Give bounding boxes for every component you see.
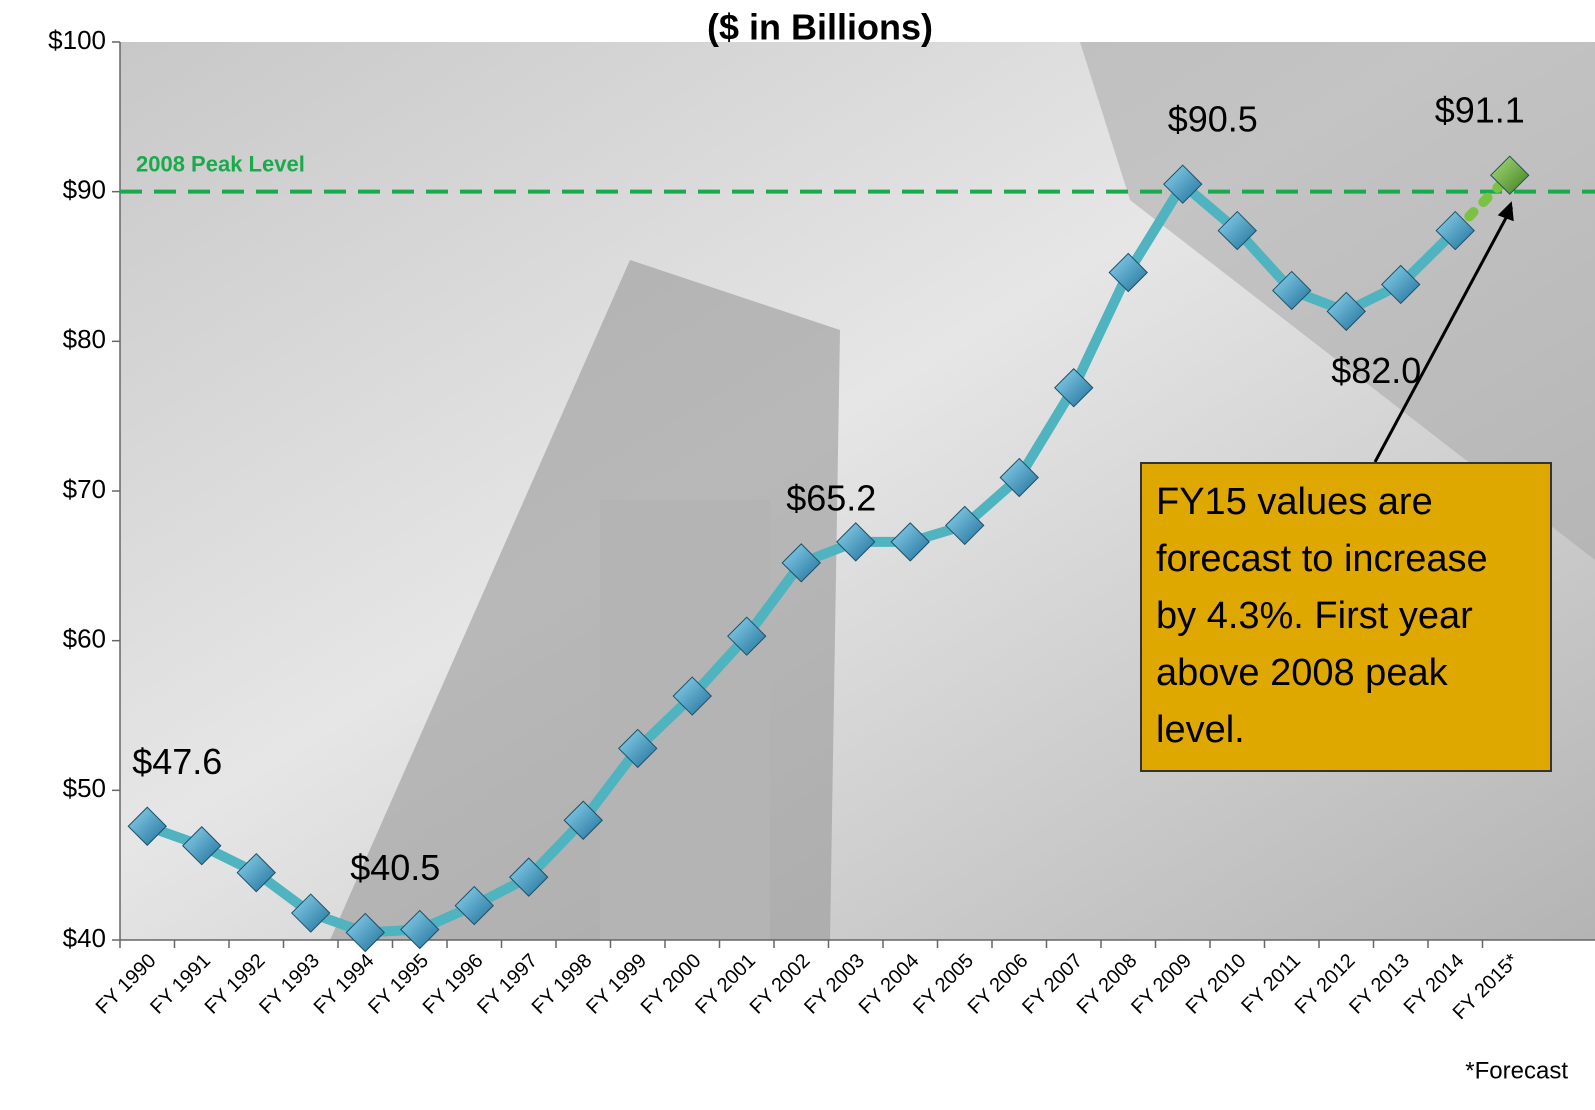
data-point: [1108, 252, 1148, 293]
data-point: [1054, 368, 1094, 408]
y-tick-label: $40: [63, 923, 106, 953]
y-tick-label: $60: [63, 624, 106, 654]
data-point: [182, 826, 222, 866]
data-point: [999, 457, 1039, 498]
data-label: $82.0: [1331, 350, 1421, 391]
chart-title: ($ in Billions): [707, 7, 933, 48]
data-point: [781, 543, 821, 583]
y-tick-label: $100: [48, 25, 106, 55]
y-tick-label: $70: [63, 474, 106, 504]
data-point: [127, 806, 167, 846]
data-point: [618, 728, 658, 769]
data-point: [454, 885, 494, 926]
data-label: $47.6: [132, 741, 222, 782]
annotation-box: FY15 values are forecast to increase by …: [1140, 462, 1552, 772]
data-point: [1272, 270, 1312, 311]
data-point: [727, 616, 767, 656]
y-tick-label: $80: [63, 324, 106, 354]
y-tick-label: $50: [63, 773, 106, 803]
data-point: [945, 505, 985, 546]
data-label: $65.2: [786, 477, 876, 518]
footnote: *Forecast: [1465, 1057, 1568, 1084]
data-point: [345, 912, 385, 953]
data-point: [1381, 264, 1421, 305]
arrow-head: [1497, 201, 1514, 222]
x-tick-label: FY 2010: [1182, 950, 1251, 1019]
data-point: [836, 522, 876, 562]
data-point: [890, 522, 930, 562]
data-point: [563, 800, 603, 840]
reference-label: 2008 Peak Level: [136, 151, 305, 176]
data-point: [672, 676, 712, 716]
data-point: [1163, 164, 1203, 204]
data-point: [509, 857, 549, 897]
data-label: $90.5: [1168, 99, 1258, 140]
data-point: [236, 852, 276, 893]
data-label: $40.5: [350, 847, 440, 888]
y-tick-label: $90: [63, 175, 106, 205]
data-point: [1490, 155, 1530, 195]
data-point: [1217, 210, 1257, 251]
arrow: [1373, 206, 1514, 463]
data-point: [1326, 291, 1366, 332]
data-label: $91.1: [1435, 90, 1525, 131]
data-point: [400, 909, 440, 950]
data-point: [291, 893, 331, 933]
bg-building: [330, 260, 840, 940]
data-point: [1435, 210, 1475, 251]
